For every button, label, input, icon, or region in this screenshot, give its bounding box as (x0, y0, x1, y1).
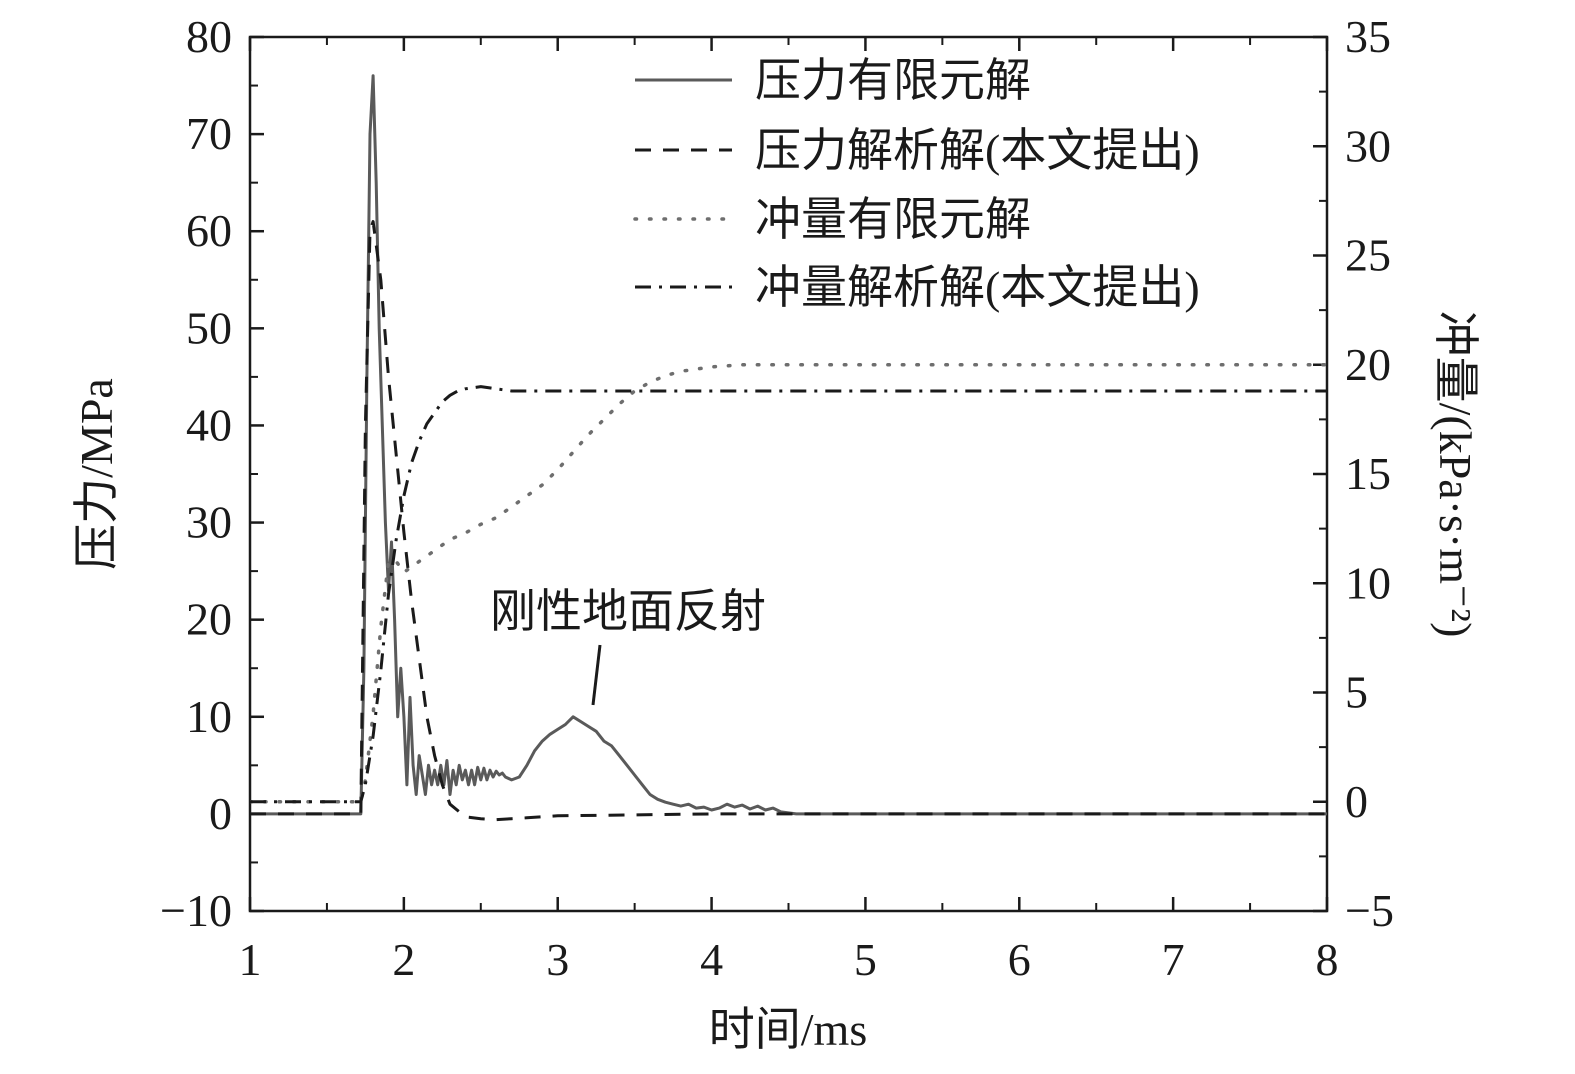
legend-label-fem-pressure: 压力有限元解 (755, 55, 1031, 106)
x-tick-label: 8 (1316, 934, 1339, 985)
y-tick-label: 10 (186, 691, 232, 742)
y-tick-label: 80 (186, 11, 232, 62)
axis-ticks (248, 35, 1329, 913)
annotation-label: 刚性地面反射 (490, 586, 766, 637)
x-axis-label: 时间/ms (709, 1004, 867, 1055)
series-fem-pressure (250, 74, 1327, 816)
y-axis-label: 压力/MPa (71, 378, 122, 570)
y2-tick-label: 35 (1345, 11, 1391, 62)
y-tick-label: 20 (186, 594, 232, 645)
y-tick-label: 70 (186, 108, 232, 159)
y2-tick-label: 20 (1345, 339, 1391, 390)
y2-tick-label: 25 (1345, 230, 1391, 281)
series-analytic-impulse (250, 385, 1327, 804)
legend: 压力有限元解 压力解析解(本文提出) 冲量有限元解 冲量解析解(本文提出) (633, 55, 1200, 313)
x-tick-label: 7 (1162, 934, 1185, 985)
axis-tick-labels: 1 2 3 4 5 6 7 8 −10 0 10 20 30 40 50 60 70 80 −5 0 5 10 15 20 25… (160, 11, 1394, 985)
legend-label-analytic-impulse: 冲量解析解(本文提出) (755, 262, 1200, 313)
y2-axis-label: 冲量/(kPa·s·m⁻²) (1430, 311, 1481, 638)
legend-label-fem-impulse: 冲量有限元解 (755, 194, 1031, 245)
x-tick-label: 4 (700, 934, 723, 985)
x-tick-label: 3 (546, 934, 569, 985)
y2-tick-label: 0 (1345, 776, 1368, 827)
x-tick-label: 2 (392, 934, 415, 985)
annotation-leader-line (591, 644, 602, 706)
x-tick-label: 1 (239, 934, 262, 985)
series-analytic-pressure (250, 220, 1327, 822)
legend-label-analytic-pressure: 压力解析解(本文提出) (755, 125, 1200, 176)
y-tick-label: −10 (160, 885, 232, 936)
y-tick-label: 40 (186, 399, 232, 450)
x-tick-label: 5 (854, 934, 877, 985)
y2-tick-label: −5 (1345, 885, 1394, 936)
y2-tick-label: 15 (1345, 448, 1391, 499)
y2-tick-label: 10 (1345, 557, 1391, 608)
y-tick-label: 60 (186, 205, 232, 256)
y2-tick-label: 5 (1345, 667, 1368, 718)
annotation: 刚性地面反射 (490, 586, 766, 706)
y2-tick-label: 30 (1345, 120, 1391, 171)
y-tick-label: 50 (186, 302, 232, 353)
series-layer (250, 74, 1327, 822)
y-tick-label: 30 (186, 497, 232, 548)
y-tick-label: 0 (209, 788, 232, 839)
x-tick-label: 6 (1008, 934, 1031, 985)
series-fem-impulse (250, 363, 1327, 804)
